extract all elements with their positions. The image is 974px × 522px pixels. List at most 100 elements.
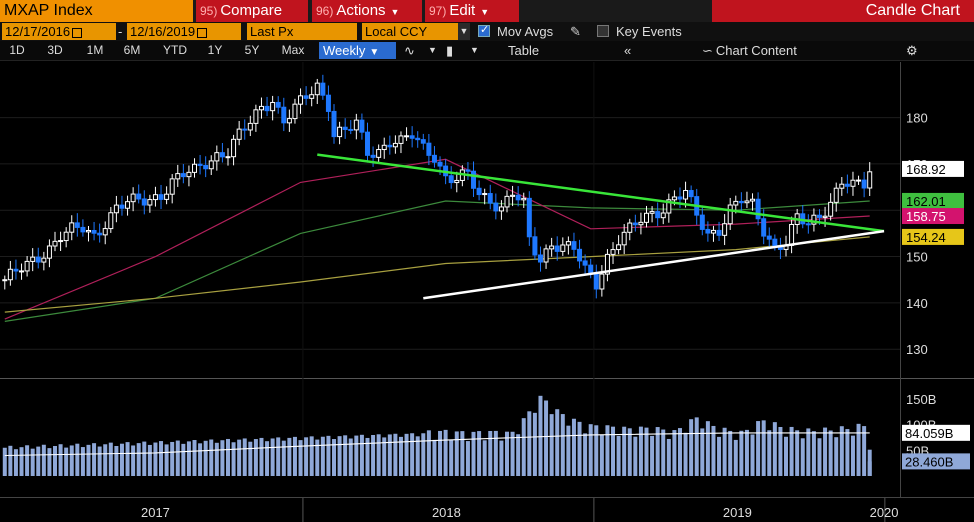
volume-bar [744, 429, 749, 476]
table-button[interactable]: Table [508, 43, 540, 58]
range-1y[interactable]: 1Y [207, 43, 223, 57]
volume-bars [2, 395, 872, 476]
candle-body [811, 214, 817, 225]
track-label: Track [392, 65, 416, 75]
gear-icon[interactable]: ⚙ [906, 43, 918, 58]
candle-body [666, 199, 672, 214]
range-6m[interactable]: 6M [123, 43, 141, 57]
trendline [423, 229, 885, 300]
compare-button[interactable]: 95) Compare [196, 0, 308, 22]
price-badge [902, 192, 964, 209]
volume-bar [25, 445, 30, 476]
range-5y[interactable]: 5Y [244, 43, 260, 57]
volume-bar [711, 425, 716, 476]
candle-body [192, 163, 198, 173]
candle-body [800, 213, 806, 225]
volume-bar [622, 426, 627, 476]
candle-body [292, 103, 298, 120]
calendar-icon[interactable] [72, 27, 83, 38]
volume-bar [633, 436, 638, 476]
candle-body [744, 200, 750, 204]
candle-body [510, 194, 516, 197]
volume-bar [281, 440, 286, 476]
frequency-select[interactable]: Weekly ▼ [319, 42, 396, 59]
volume-bar [650, 435, 655, 476]
volume-bar-latest [867, 461, 872, 476]
check-icon: ✓ [480, 25, 490, 36]
collapse-icon[interactable]: « [624, 43, 632, 58]
range-1d[interactable]: 1D [9, 43, 25, 57]
candle-body [113, 204, 119, 214]
volume-bar [611, 426, 616, 476]
volume-bar [683, 432, 688, 476]
compare-num: 95) [200, 4, 218, 18]
start-date-field[interactable]: 12/17/2016 [2, 23, 116, 40]
end-date-value: 12/16/2019 [130, 24, 196, 39]
candle-body [498, 206, 504, 212]
volume-bar [778, 426, 783, 476]
volume-bar [175, 440, 180, 476]
candle-body [861, 179, 867, 189]
candle-body [231, 138, 237, 158]
volume-bar [276, 437, 281, 476]
candle-body [733, 200, 739, 206]
currency-dropdown-icon[interactable]: ▼ [458, 23, 470, 40]
range-max[interactable]: Max [281, 43, 305, 57]
track-tool[interactable]: ✚ Track [383, 64, 427, 76]
candle-body [543, 248, 549, 263]
currency-select[interactable]: Local CCY [362, 23, 458, 40]
edit-button[interactable]: 97) Edit ▼ [425, 0, 519, 22]
chart-type-caret-icon[interactable]: ▼ [428, 45, 437, 55]
candle-body [325, 94, 331, 112]
volume-bar [477, 431, 482, 476]
mov-avgs-checkbox[interactable]: ✓ [478, 25, 490, 37]
price-field-select[interactable]: Last Px [247, 23, 357, 40]
volume-bar [387, 434, 392, 476]
volume-bar [159, 441, 164, 476]
candle-body [565, 241, 571, 246]
ticker-field[interactable]: MXAP Index [0, 0, 193, 22]
actions-button[interactable]: 96) Actions ▼ [312, 0, 422, 22]
zoom-tool[interactable]: ⚲ Zoom [542, 64, 586, 76]
candle-body [348, 128, 354, 131]
candle-chart-icon[interactable]: ▮ [446, 43, 454, 58]
candle-body [314, 82, 320, 96]
line-chart-icon[interactable]: ∿ [404, 43, 415, 58]
volume-bar [493, 430, 498, 476]
mov-avgs-label: Mov Avgs [497, 24, 554, 39]
range-1m[interactable]: 1M [86, 43, 104, 57]
candle-body [13, 268, 19, 272]
candle-body [130, 193, 136, 203]
currency-value: Local CCY [365, 24, 428, 39]
volume-bar [806, 428, 811, 476]
candle-caret-icon[interactable]: ▼ [470, 45, 479, 55]
annotate-tool[interactable]: ∕ Annotate [432, 64, 490, 76]
candle-body [102, 228, 108, 236]
range-ytd[interactable]: YTD [163, 43, 187, 57]
moving-average-line [4, 236, 870, 313]
volume-bar [488, 431, 493, 476]
volume-badge [902, 453, 970, 470]
range-3d[interactable]: 3D [47, 43, 63, 57]
compare-label: Compare [220, 2, 283, 19]
calendar-icon[interactable] [197, 27, 208, 38]
pencil-icon[interactable]: ✎ [570, 24, 581, 39]
volume-bar [231, 442, 236, 476]
volume-bar [728, 430, 733, 476]
price-badge [902, 208, 964, 225]
actions-caret-icon: ▼ [390, 7, 400, 17]
volume-bar [867, 449, 872, 476]
chart-content-button[interactable]: ∽ Chart Content [702, 42, 832, 59]
key-events-checkbox[interactable] [597, 25, 609, 37]
volume-bar [845, 429, 850, 476]
candle-body [554, 245, 560, 252]
candle-body [454, 179, 460, 184]
news-tool[interactable]: ☰ News [497, 64, 537, 76]
volume-bar [527, 411, 532, 476]
frequency-caret-icon: ▼ [369, 47, 380, 58]
volume-bar [248, 441, 253, 476]
end-date-field[interactable]: 12/16/2019 [127, 23, 241, 40]
candle-body [409, 135, 415, 139]
reset-button[interactable]: ● Reset [542, 80, 580, 92]
